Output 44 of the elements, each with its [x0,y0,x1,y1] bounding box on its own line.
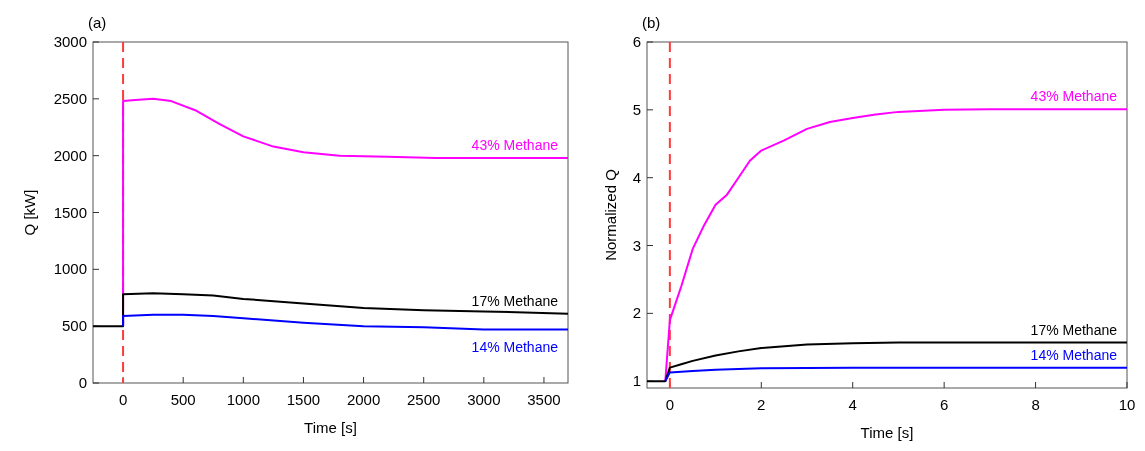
y-axis-title: Q [kW] [21,189,38,236]
chart-title: (b) [642,14,661,31]
y-tick-label: 5 [632,100,641,118]
series-label: 17% Methane [471,292,559,309]
x-tick-label: 0 [665,396,675,413]
x-tick-label: 8 [1031,396,1040,413]
x-axis-title: Time [s] [860,424,914,441]
x-tick-label: 2000 [346,391,381,408]
x-axis-title: Time [s] [304,419,357,436]
series-label: 14% Methane [1030,346,1118,363]
x-tick-label: 0 [118,391,128,408]
y-tick-label: 2000 [53,146,87,164]
y-tick-label: 1000 [53,260,87,278]
x-tick-label: 2500 [407,391,441,408]
x-tick-label: 10 [1118,396,1136,413]
x-tick-label: 2 [757,396,766,413]
y-tick-label: 6 [632,33,641,50]
y-tick-label: 3000 [53,33,87,50]
x-tick-label: 6 [939,396,949,413]
y-tick-label: 1500 [53,203,87,221]
x-tick-label: 1500 [286,391,321,408]
y-axis-title: Normalized Q [602,169,619,261]
line-series [92,292,569,328]
chart-title: (a) [88,14,107,31]
x-tick-label: 500 [170,391,196,408]
y-tick-label: 0 [78,374,87,391]
x-tick-label: 3000 [467,391,501,408]
series-label: 14% Methane [471,338,559,355]
y-tick-label: 2500 [53,89,87,107]
line-series [664,108,1128,383]
series-label: 43% Methane [471,136,559,153]
x-tick-label: 3500 [527,391,561,408]
y-tick-label: 500 [61,317,87,335]
y-tick-label: 2 [632,304,641,322]
y-tick-label: 1 [632,372,641,390]
y-tick-label: 3 [632,236,641,254]
line-series [646,341,1128,383]
series-label: 43% Methane [1030,88,1118,105]
y-tick-label: 4 [632,168,641,186]
series-label: 17% Methane [1030,321,1118,338]
line-series [122,313,569,331]
x-tick-label: 4 [848,396,857,413]
line-series [664,366,1128,383]
x-tick-label: 1000 [226,391,260,408]
